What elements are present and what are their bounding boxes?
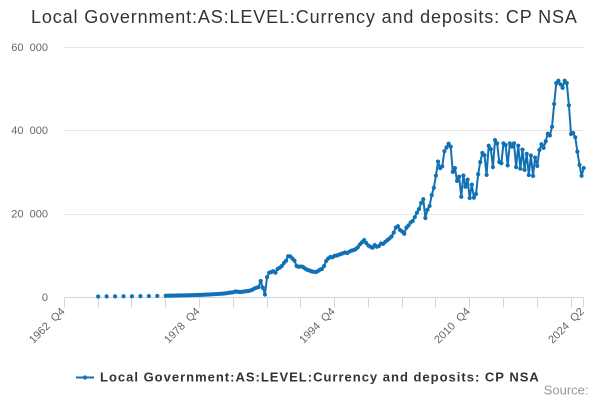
svg-text:Local Government:AS:LEVEL:Curr: Local Government:AS:LEVEL:Currency and d… (31, 7, 578, 27)
svg-text:Source:: Source: (544, 383, 589, 398)
svg-text:40 000: 40 000 (11, 125, 48, 137)
svg-text:20 000: 20 000 (11, 209, 48, 221)
svg-text:60 000: 60 000 (11, 42, 48, 54)
svg-text:Local Government:AS:LEVEL:Curr: Local Government:AS:LEVEL:Currency and d… (100, 370, 540, 385)
svg-text:0: 0 (42, 292, 48, 304)
